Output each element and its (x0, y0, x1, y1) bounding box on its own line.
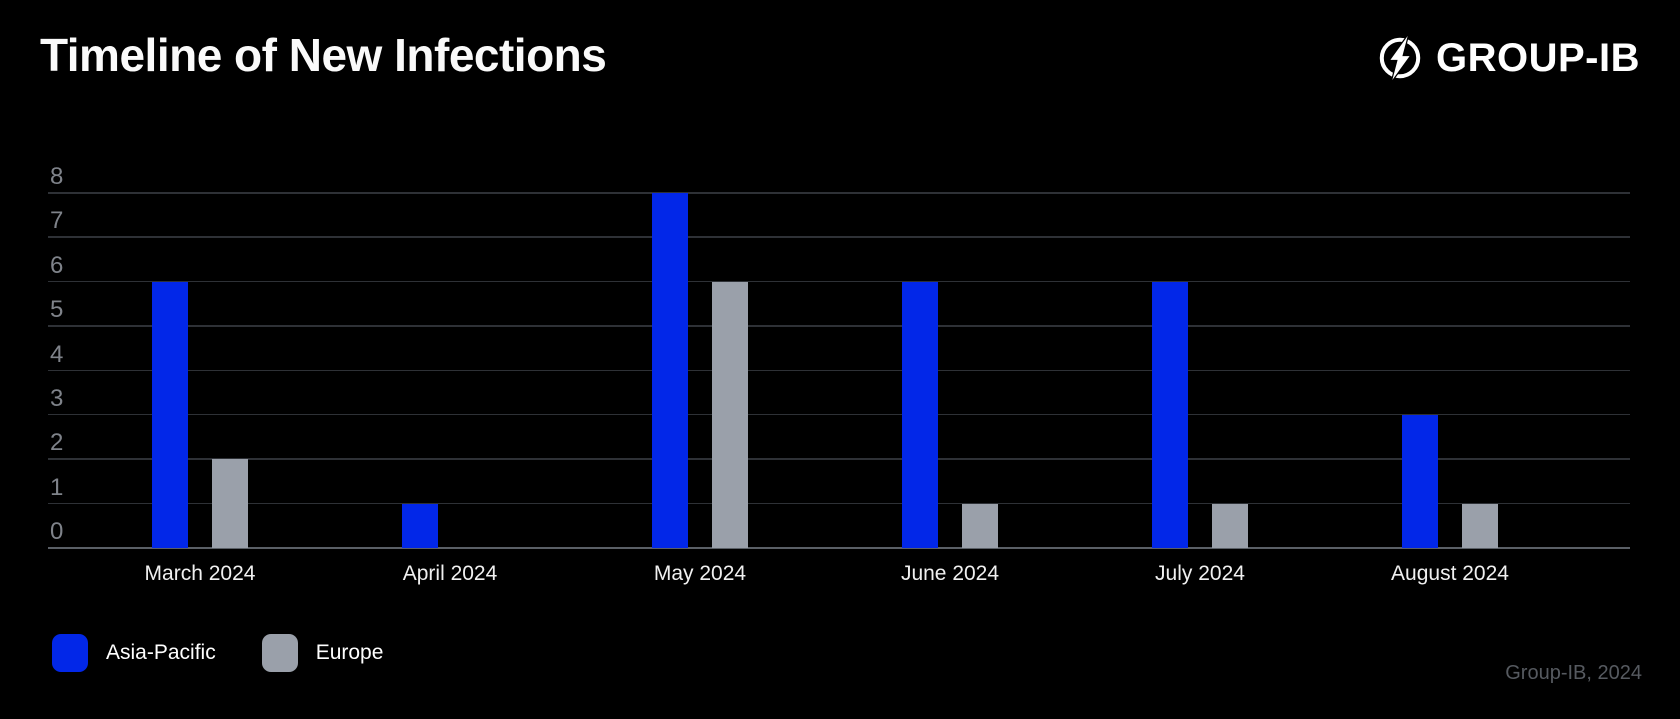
y-axis-tick-label: 5 (50, 296, 64, 324)
legend-swatch-europe (261, 634, 298, 672)
gridline (48, 413, 1630, 416)
group-ib-logo: GROUP-IB (1377, 34, 1640, 82)
x-axis-label: May 2024 (653, 562, 747, 585)
bar-europe (1212, 503, 1248, 548)
legend-swatch-asia-pacific (52, 634, 88, 672)
bar-asia-pacific (152, 281, 188, 548)
bar-europe (1462, 503, 1498, 548)
bar-europe (212, 459, 248, 548)
y-axis-tick-label: 1 (50, 473, 64, 501)
bar-asia-pacific (902, 281, 938, 548)
bar-asia-pacific (1402, 414, 1438, 548)
legend-label-europe: Europe (315, 641, 384, 664)
y-axis-tick-label: 8 (50, 163, 64, 190)
x-axis-label: June 2024 (900, 562, 1000, 585)
bar-europe (712, 281, 748, 548)
attribution-text: Group-IB, 2024 (1505, 662, 1642, 684)
gridline (48, 458, 1630, 460)
gridline (48, 192, 1630, 194)
bar-asia-pacific (652, 193, 688, 548)
x-axis-label: March 2024 (144, 562, 256, 585)
y-axis-tick-label: 4 (50, 340, 64, 368)
x-axis-label: April 2024 (402, 562, 498, 585)
bar-asia-pacific (1152, 281, 1188, 548)
gridline (48, 325, 1630, 327)
logo-wordmark: GROUP-IB (1436, 35, 1640, 80)
x-axis-label: August 2024 (1391, 562, 1509, 585)
y-axis-tick-label: 2 (50, 429, 64, 457)
x-axis-line (48, 547, 1630, 549)
y-axis-tick-label: 6 (50, 251, 64, 279)
gridline (48, 236, 1630, 238)
gridline (48, 369, 1630, 371)
gridline (48, 280, 1630, 283)
y-axis-tick-label: 3 (50, 384, 64, 412)
y-axis-tick-label: 0 (50, 518, 64, 545)
legend-label-asia-pacific: Asia-Pacific (106, 641, 216, 664)
gridline (48, 502, 1630, 505)
y-axis-tick-label: 7 (50, 207, 64, 235)
bar-europe (962, 503, 998, 548)
chart-legend: Asia-Pacific Europe (52, 634, 411, 672)
x-axis-label: July 2024 (1155, 562, 1245, 585)
bar-asia-pacific (402, 503, 438, 548)
group-ib-ring-bolt-icon (1377, 34, 1423, 82)
page-title: Timeline of New Infections (40, 29, 607, 81)
